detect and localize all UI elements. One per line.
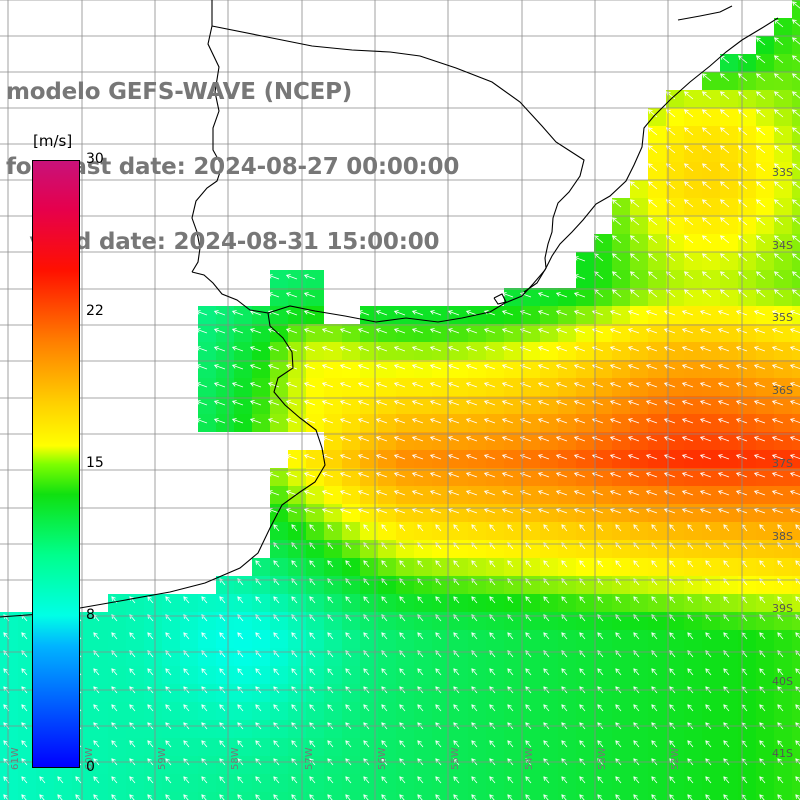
forecast-date: forecast date: 2024-08-27 00:00:00 xyxy=(6,154,460,180)
lon-label: 55W xyxy=(450,747,461,770)
lon-label: 58W xyxy=(230,747,241,770)
lat-label: 35S xyxy=(772,311,793,324)
lon-label: 54W xyxy=(524,747,535,770)
lat-label: 39S xyxy=(772,602,793,615)
map-title: modelo GEFS-WAVE (NCEP) forecast date: 2… xyxy=(6,30,459,280)
lon-label: 61W xyxy=(10,747,21,770)
lat-label: 36S xyxy=(772,384,793,397)
colorbar-tick-0: 0 xyxy=(86,759,95,775)
colorbar xyxy=(32,160,80,768)
latitude-labels: 33S 34S 35S 36S 37S 38S 39S 40S 41S xyxy=(772,166,793,760)
colorbar-tick-8: 8 xyxy=(86,607,95,623)
lon-label: 56W xyxy=(377,747,388,770)
coastline xyxy=(0,0,779,618)
colorbar-unit: [m/s] xyxy=(33,132,73,150)
lon-label: 60W xyxy=(84,747,95,770)
colorbar-tick-30: 30 xyxy=(86,151,104,167)
model-name: modelo GEFS-WAVE (NCEP) xyxy=(6,79,353,105)
lon-label: 59W xyxy=(157,747,168,770)
lon-label: 57W xyxy=(304,747,315,770)
lat-label: 40S xyxy=(772,675,793,688)
lat-label: 38S xyxy=(772,530,793,543)
colorbar-tick-15: 15 xyxy=(86,455,104,471)
lat-label: 41S xyxy=(772,747,793,760)
lat-label: 34S xyxy=(772,239,793,252)
lon-label: 53W xyxy=(597,747,608,770)
longitude-labels: 61W 60W 59W 58W 57W 56W 55W 54W 53W 52W xyxy=(10,747,681,770)
colorbar-tick-22: 22 xyxy=(86,303,104,319)
lat-label: 33S xyxy=(772,166,793,179)
lon-label: 52W xyxy=(670,747,681,770)
lat-label: 37S xyxy=(772,457,793,470)
